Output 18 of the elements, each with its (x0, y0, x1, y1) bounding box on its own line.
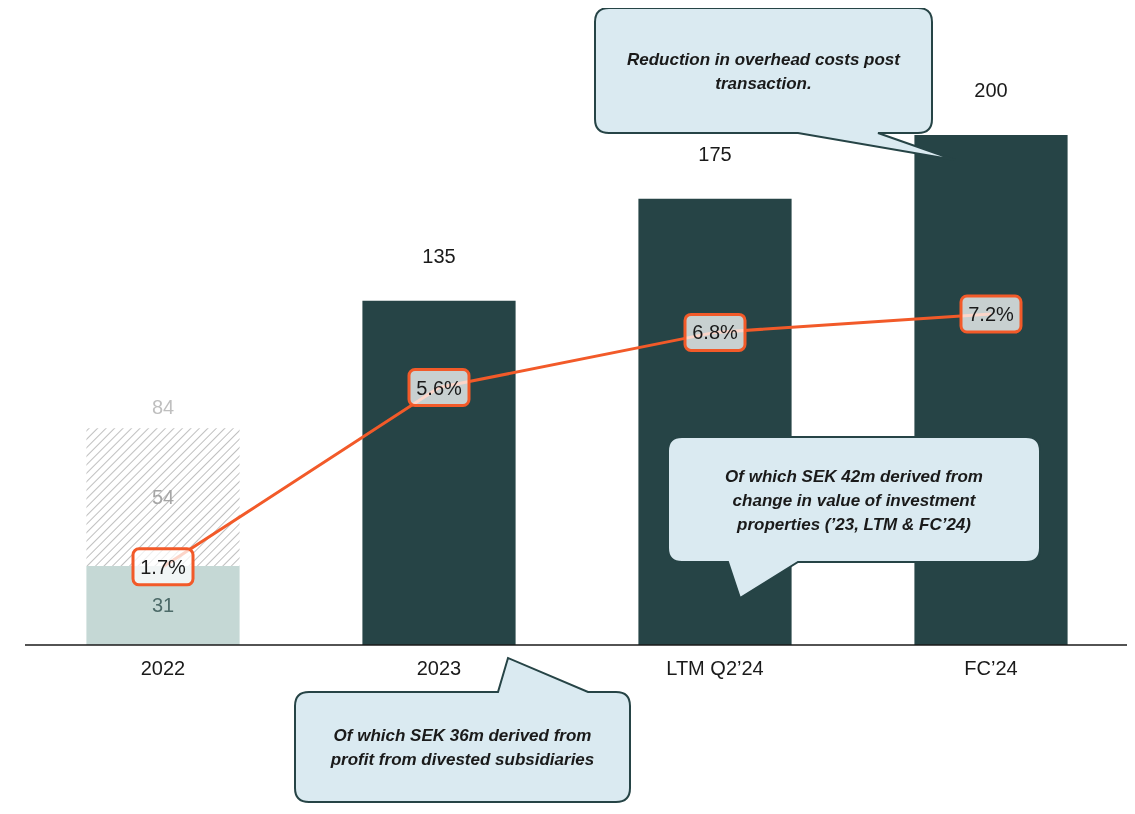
x-tick-label: 2023 (416, 657, 462, 679)
data-label: 54 (151, 486, 175, 509)
data-label: 5.6% (416, 376, 463, 399)
data-label: 31 (151, 594, 175, 617)
text: Of which SEK 36m derived from profit from divested subsidiaries (329, 726, 595, 769)
data-label: 175 (698, 142, 732, 165)
x-tick-label: LTM Q2’24 (666, 657, 764, 679)
data-label: 7.2% (968, 303, 1015, 325)
data-label: 1.7% (140, 555, 187, 578)
data-label: 6.8% (692, 321, 739, 344)
annotation: Of which SEK 42m derived from change in value of investment properties (’23, LTM & FC’24) (725, 466, 983, 534)
x-tick-label: FC’24 (964, 657, 1018, 679)
total-label: 84 (151, 396, 175, 419)
data-label: 200 (974, 79, 1008, 101)
data-label: 135 (422, 244, 456, 267)
bar (362, 300, 516, 645)
x-tick-label: 2022 (140, 657, 186, 679)
text: Reduction in overhead costs post transaction. (627, 49, 902, 93)
